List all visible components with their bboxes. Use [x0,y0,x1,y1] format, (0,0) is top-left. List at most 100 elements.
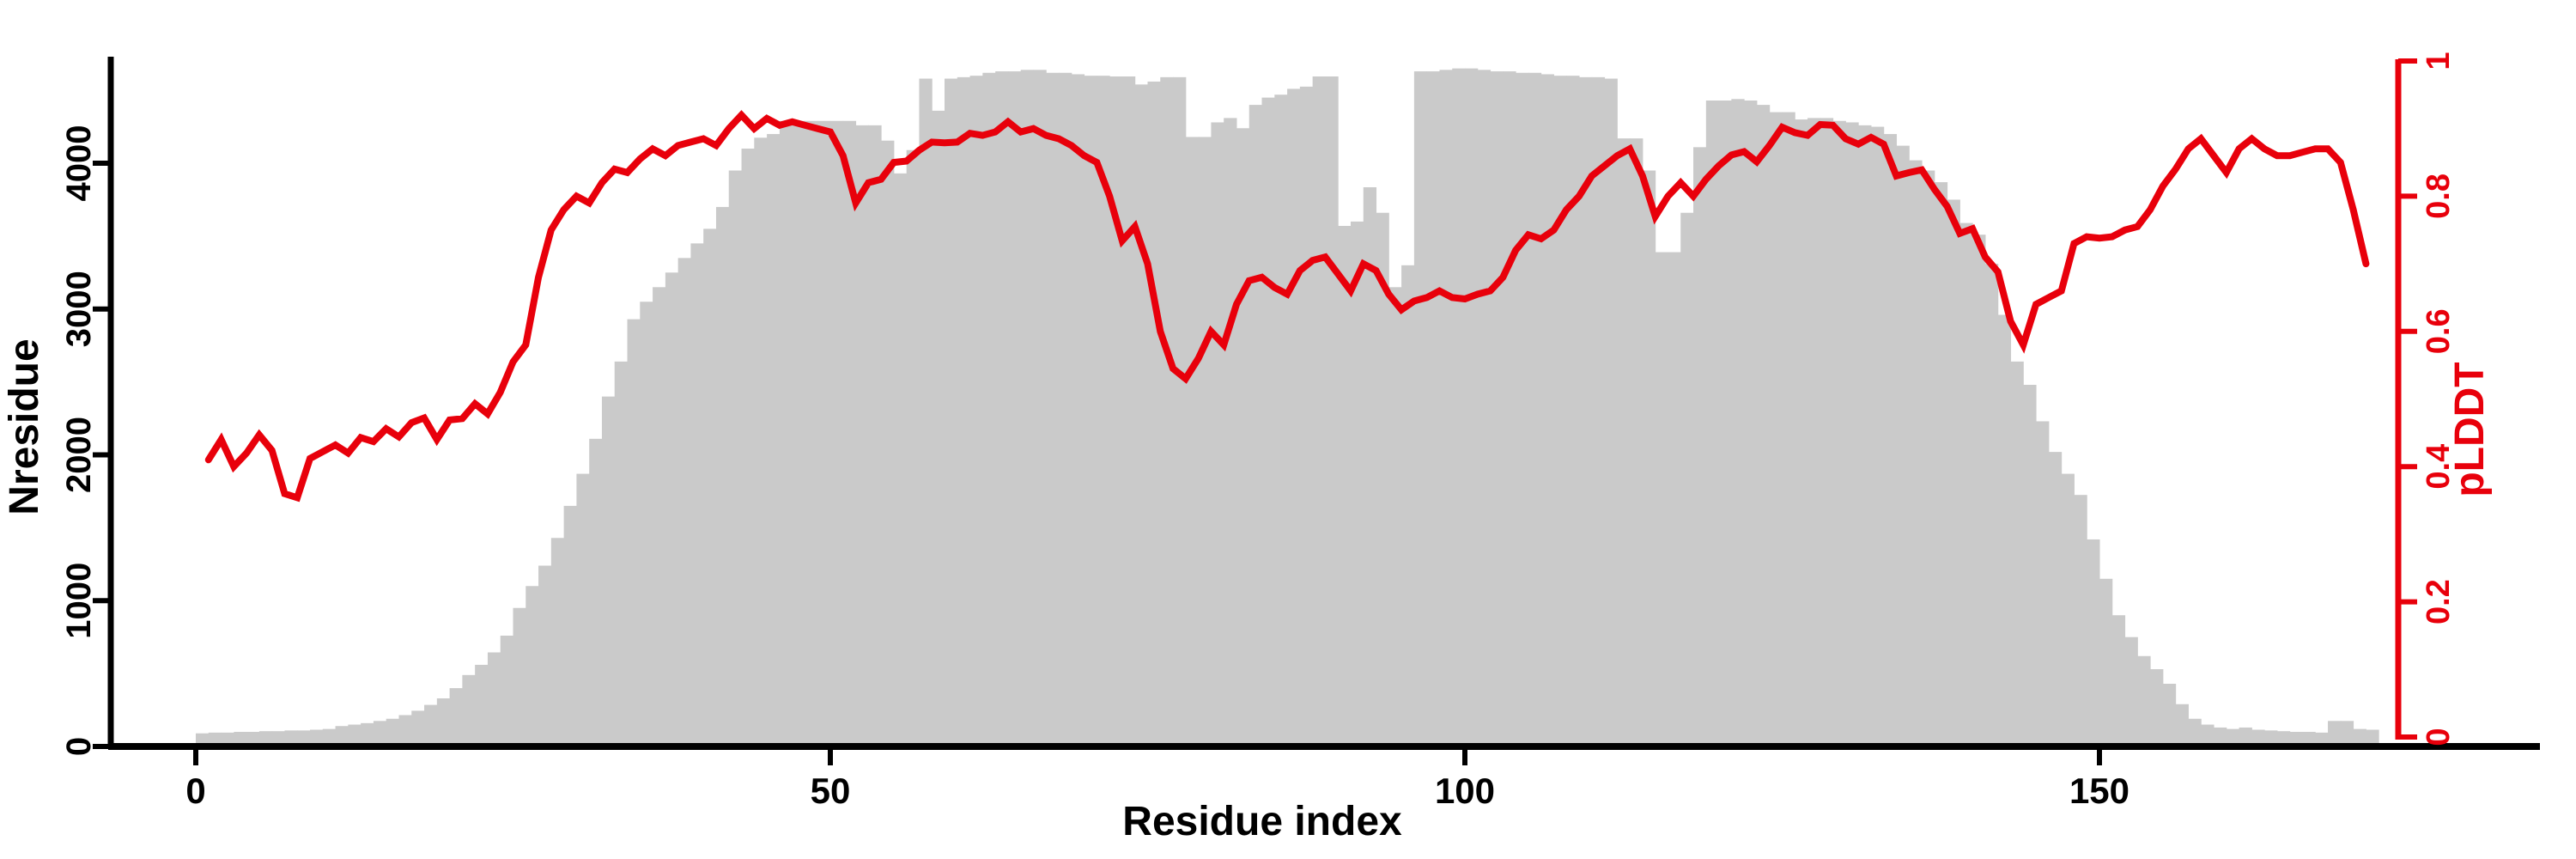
bar [1528,72,1542,746]
right-tick-label: 0 [2421,728,2457,746]
right-tick-label: 0.4 [2421,444,2457,490]
bar [271,731,285,746]
bar [1579,76,1593,747]
bar [1705,101,1720,746]
bar [1883,134,1898,747]
bar [1782,112,1795,747]
x-axis-label: Residue index [1122,799,1402,844]
bar [1388,287,1402,746]
bar [1363,187,1377,746]
bar [1046,72,1060,746]
bar [1591,76,1606,747]
bar [792,120,805,746]
bar [2048,452,2063,746]
bar [361,722,374,746]
labels-layer: Residue index Nresidue pLDDT [2,338,2493,844]
bar [2010,361,2024,746]
bar [386,718,399,746]
bar [1224,118,1237,746]
left-tick-label: 3000 [60,271,98,347]
bar [2214,727,2227,746]
bar [335,726,349,746]
bar [1490,71,1504,746]
bar [1718,101,1732,746]
bar [310,729,324,746]
bar [1566,76,1580,746]
bar [2111,615,2126,746]
bar [2061,473,2075,746]
bar [2137,655,2151,746]
bar [1820,118,1834,746]
bar [690,243,704,746]
bar [1338,225,1352,746]
bar [1452,68,1466,746]
bar [246,732,260,746]
bar [348,724,361,746]
bar [221,732,234,746]
bar [715,206,730,747]
bar [1922,170,1935,747]
bar [1909,160,1923,747]
bar [462,674,476,746]
bar [1744,101,1758,746]
bar [2036,421,2050,746]
bar [919,78,933,747]
bar [1845,122,1859,747]
bar [2150,669,2164,746]
bar [1071,74,1085,746]
bar [1896,145,1910,746]
bar [550,538,565,746]
bar [945,78,958,747]
axes-layer: 0 1000 2000 3000 4000 0 50 100 150 0 0.2 0.4 0.6 0.8 1 [60,52,2540,811]
bar [1972,235,1986,746]
bar [906,149,920,747]
left-tick-label: 2000 [60,417,98,493]
bar [1516,72,1529,746]
bar [2201,724,2215,746]
bar [1426,71,1440,746]
bar [1376,212,1389,746]
x-tick-label: 150 [2069,771,2129,811]
bar [1121,76,1136,746]
bar [500,635,513,746]
bar [932,110,945,746]
bar [842,120,857,746]
bar [1084,76,1097,746]
bar [1236,128,1250,746]
bar [2124,637,2138,746]
bar [805,120,818,746]
bar [830,120,844,746]
x-tick-label: 100 [1435,771,1495,811]
bar [1858,125,1872,747]
bar [703,228,717,746]
bar [677,258,691,747]
bar [2315,732,2329,746]
plddt-line-layer [204,110,2370,503]
bar [1668,252,1681,746]
bar [1287,88,1301,747]
bar [1439,70,1453,747]
bar [1198,137,1212,746]
left-y-axis-label: Nresidue [2,338,47,515]
bar [487,652,501,746]
bar [957,76,971,747]
bar [1020,70,1034,747]
bar [538,565,552,746]
bar [1540,74,1554,746]
bar [436,698,451,746]
bar [258,731,273,746]
bar [2226,728,2240,746]
bar [868,125,882,747]
bar [1059,72,1072,746]
bar [1630,138,1643,746]
right-y-axis-label: pLDDT [2447,362,2493,497]
bar [1261,97,1275,747]
bar [1617,138,1631,746]
bar [1249,105,1263,747]
bar [1756,105,1771,747]
bar [1274,94,1288,747]
bar [817,120,831,746]
bar [449,688,463,746]
bar [1185,137,1200,746]
